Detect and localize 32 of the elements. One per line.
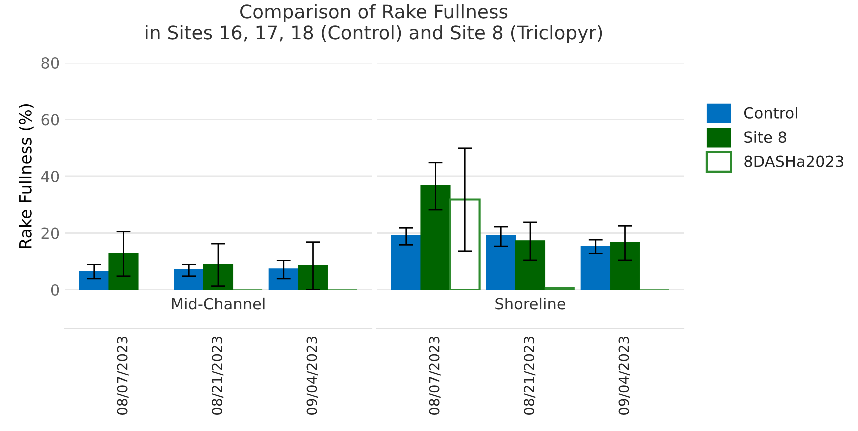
bar	[580, 246, 611, 290]
y-tick-label: 0	[51, 284, 60, 296]
bar	[174, 270, 204, 290]
bar	[420, 186, 451, 290]
legend-label: Control	[744, 107, 798, 119]
x-tick-label: 08/07/2023	[429, 336, 441, 415]
y-axis-title: Rake Fullness (%)	[19, 104, 34, 248]
bar	[449, 198, 481, 290]
bar	[108, 253, 139, 290]
chart-title: Comparison of Rake Fullness in Sites 16, 17, 18 (Control) and Site 8 (Triclopyr)	[146, 4, 602, 44]
bar	[391, 235, 422, 290]
x-tick-label: 09/04/2023	[618, 336, 630, 415]
x-tick-label: 08/07/2023	[117, 336, 129, 415]
text: Mid-Channel	[172, 298, 265, 310]
bar	[203, 264, 234, 290]
y-tick-label: 60	[42, 114, 60, 126]
bar	[486, 235, 516, 290]
x-tick-label: 08/21/2023	[524, 336, 536, 415]
y-tick-label: 20	[42, 228, 60, 240]
legend-label: Site 8	[744, 131, 786, 144]
bar	[268, 268, 299, 290]
bar	[544, 287, 575, 290]
x-tick-label: 08/21/2023	[212, 336, 224, 415]
bar	[298, 265, 328, 290]
text: Shoreline	[496, 298, 566, 310]
y-tick-label: 80	[42, 57, 60, 70]
y-tick-label: 40	[41, 170, 60, 183]
bar	[610, 242, 640, 290]
bar	[79, 271, 110, 290]
bar	[515, 240, 546, 290]
x-tick-label: 09/04/2023	[306, 336, 318, 415]
legend-label: 8DASHa2023	[744, 156, 844, 168]
